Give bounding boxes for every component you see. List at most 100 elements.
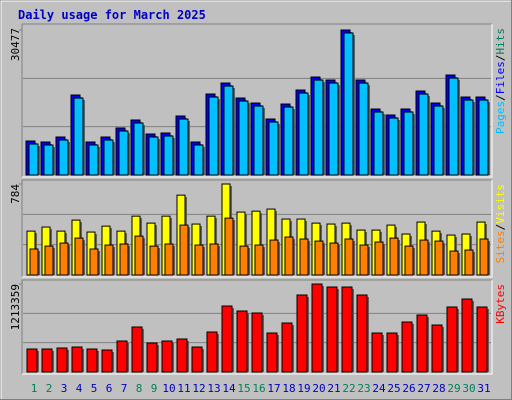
x-tick-label: 21 — [327, 382, 340, 395]
bar — [253, 105, 264, 176]
bar — [179, 224, 189, 276]
legend-separator: / — [494, 224, 507, 231]
bar — [328, 82, 339, 176]
panel-light — [22, 24, 493, 178]
bar — [283, 106, 294, 176]
bar — [41, 348, 53, 373]
x-tick-label: 17 — [267, 382, 280, 395]
chart-title: Daily usage for March 2025 — [18, 8, 206, 22]
x-tick-label: 30 — [462, 382, 475, 395]
bar — [208, 96, 219, 176]
bar — [356, 294, 368, 373]
bar — [133, 122, 144, 176]
bar — [59, 242, 69, 276]
bar — [464, 249, 474, 276]
x-tick-label: 25 — [387, 382, 400, 395]
bar — [386, 332, 398, 373]
legend-entry: Sites — [494, 230, 507, 263]
bar — [449, 250, 459, 276]
x-tick-label: 23 — [357, 382, 370, 395]
bar — [254, 244, 264, 276]
panel-shadow — [21, 23, 492, 177]
bar — [224, 217, 234, 276]
bar — [239, 245, 249, 276]
x-tick-label: 31 — [477, 382, 490, 395]
x-tick-label: 2 — [46, 382, 53, 395]
bar — [388, 117, 399, 176]
bar — [89, 248, 99, 276]
bar — [209, 243, 219, 276]
bar — [281, 322, 293, 373]
bar — [236, 310, 248, 373]
x-tick-label: 9 — [151, 382, 158, 395]
bar — [161, 340, 173, 373]
bar — [58, 139, 69, 176]
x-tick-label: 18 — [282, 382, 295, 395]
bar — [26, 348, 38, 373]
bar — [28, 143, 39, 176]
bar — [446, 306, 458, 373]
bar — [163, 135, 174, 176]
bar — [298, 92, 309, 176]
bar — [479, 238, 489, 276]
bar — [341, 286, 353, 373]
bar — [251, 312, 263, 373]
legend: KBytes — [494, 284, 507, 324]
bar — [134, 235, 144, 276]
bar — [88, 144, 99, 176]
bar — [206, 331, 218, 373]
bar — [86, 348, 98, 373]
legend: Sites/Visits — [494, 184, 507, 264]
bar — [299, 238, 309, 276]
bar — [178, 118, 189, 176]
bar — [221, 305, 233, 373]
bar — [416, 314, 428, 373]
x-tick-label: 28 — [432, 382, 445, 395]
bar — [56, 347, 68, 373]
bar — [431, 324, 443, 373]
panel-shadow — [21, 179, 492, 277]
bar — [149, 245, 159, 276]
legend-entry: KBytes — [494, 284, 507, 324]
x-tick-label: 5 — [91, 382, 98, 395]
x-tick-label: 29 — [447, 382, 460, 395]
bar — [103, 139, 114, 176]
y-tick-label: 30477 — [9, 28, 22, 61]
bar — [476, 306, 488, 373]
bar — [131, 326, 143, 373]
bar — [463, 99, 474, 176]
bar — [238, 100, 249, 176]
bar — [191, 346, 203, 373]
bar — [146, 342, 158, 373]
bar — [194, 244, 204, 276]
bar — [403, 111, 414, 176]
panel-light — [22, 280, 493, 375]
x-tick-label: 1 — [31, 382, 38, 395]
bar — [71, 346, 83, 373]
x-tick-label: 3 — [61, 382, 68, 395]
bar — [269, 239, 279, 276]
x-tick-label: 19 — [297, 382, 310, 395]
bar — [434, 240, 444, 276]
bar — [148, 136, 159, 176]
bar — [119, 243, 129, 276]
bar — [223, 85, 234, 176]
bar — [176, 338, 188, 373]
bar — [104, 244, 114, 276]
x-tick-label: 15 — [237, 382, 250, 395]
x-tick-label: 13 — [207, 382, 220, 395]
bar — [164, 243, 174, 276]
bar — [284, 236, 294, 276]
x-tick-label: 11 — [177, 382, 190, 395]
bar — [101, 349, 113, 373]
bar — [461, 298, 473, 373]
bar — [73, 97, 84, 176]
bar — [478, 99, 489, 176]
x-tick-label: 14 — [222, 382, 236, 395]
panel-light — [22, 180, 493, 278]
legend-separator: / — [494, 55, 507, 62]
bar — [389, 237, 399, 276]
x-tick-label: 24 — [372, 382, 386, 395]
x-tick-label: 6 — [106, 382, 113, 395]
